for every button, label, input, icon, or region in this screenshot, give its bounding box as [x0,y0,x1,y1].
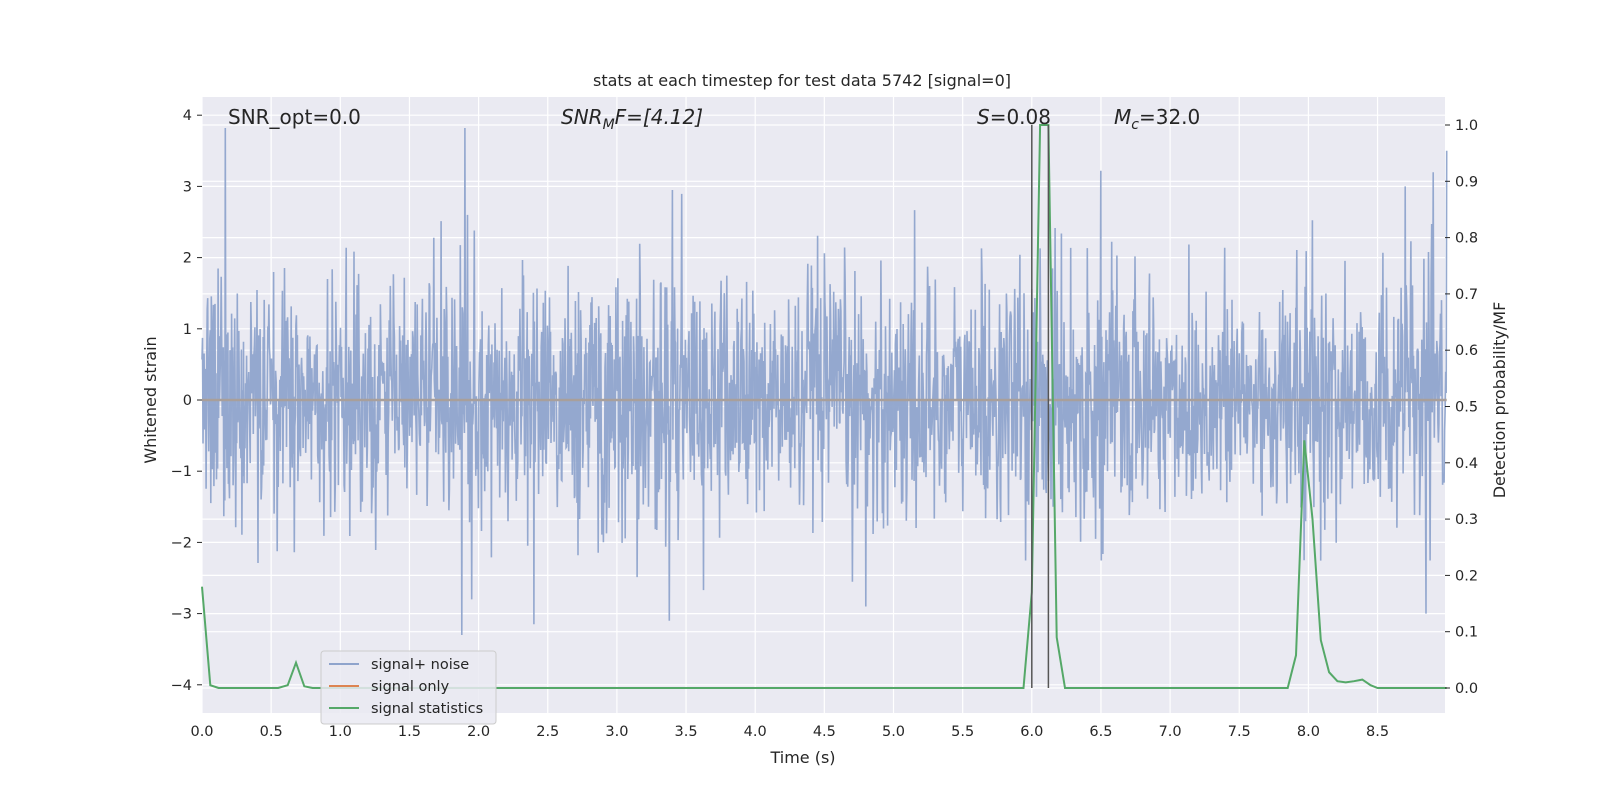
y-tick-label: 2 [183,251,192,267]
x-tick-label: 2.0 [467,724,490,740]
y2-tick-label: 0.9 [1455,174,1478,190]
x-tick-label: 4.5 [813,724,836,740]
annotation-mc-main: M [1114,105,1131,129]
x-tick-label: 6.0 [1020,724,1043,740]
annotation-mc-sub: c [1131,117,1139,133]
y-axis-label: Whitened strain [141,336,160,463]
y2-axis-label: Detection probability/MF [1490,302,1509,499]
y2-tick-label: 0.5 [1455,400,1478,416]
y2-tick-label: 0.2 [1455,568,1478,584]
x-tick-label: 7.5 [1228,724,1251,740]
x-axis-label: Time (s) [769,748,835,767]
y-tick-label: −1 [171,464,192,480]
y-tick-label: 0 [183,393,192,409]
legend-label-signal-statistics: signal statistics [371,701,483,717]
y2-tick-label: 1.0 [1455,118,1478,134]
x-tick-label: 7.0 [1159,724,1182,740]
x-tick-label: 1.5 [398,724,421,740]
x-tick-label: 8.0 [1297,724,1320,740]
series-signal-statistics [201,124,1447,689]
legend-box [320,650,497,725]
y2-tick-label: 0.4 [1455,456,1478,472]
x-tick-label: 6.5 [1089,724,1112,740]
y2-tick-label: 0.8 [1455,231,1478,247]
y-tick-label: 3 [183,179,192,195]
annotation-snr-mf-main: SNR [561,105,603,129]
y-tick-label: −3 [171,607,192,623]
legend-label-signal-noise: signal+ noise [371,657,469,673]
y-tick-label: 1 [183,322,192,338]
x-tick-label: 0.5 [260,724,283,740]
y-tick-label: 4 [183,108,192,124]
annotation-s-rest: =0.08 [990,105,1051,129]
annotation-s: S=0.08 [977,105,1051,129]
annotation-snr-mf-rest: F=[4.12] [615,105,703,129]
y-tick-label: −2 [171,535,192,551]
y2-tick-label: 0.0 [1455,681,1478,697]
x-tick-label: 1.0 [329,724,352,740]
y2-tick-label: 0.3 [1455,512,1478,528]
x-tick-label: 8.5 [1366,724,1389,740]
annotation-mc-rest: =32.0 [1139,105,1200,129]
annotation-snr-opt: SNR_opt=0.0 [228,105,361,129]
annotation-snr-mf-sub: M [603,117,615,133]
annotation-s-main: S [977,105,990,129]
legend-label-signal-only: signal only [371,679,450,695]
annotation-snr-mf: SNRMF=[4.12] [561,105,703,133]
chart-title: stats at each timestep for test data 574… [593,71,1011,90]
x-tick-label: 3.0 [605,724,628,740]
annotation-mc: Mc=32.0 [1114,105,1200,133]
series-signal-noise [201,127,1448,636]
x-tick-label: 4.0 [744,724,767,740]
x-tick-label: 5.0 [882,724,905,740]
y-tick-label: −4 [171,678,192,694]
x-tick-label: 5.5 [951,724,974,740]
y2-tick-label: 0.1 [1455,625,1478,641]
y2-tick-label: 0.7 [1455,287,1478,303]
legend: signal+ noise signal only signal statist… [320,650,497,725]
x-tick-label: 0.0 [190,724,213,740]
x-tick-label: 2.5 [536,724,559,740]
y2-tick-label: 0.6 [1455,343,1478,359]
x-tick-label: 3.5 [675,724,698,740]
